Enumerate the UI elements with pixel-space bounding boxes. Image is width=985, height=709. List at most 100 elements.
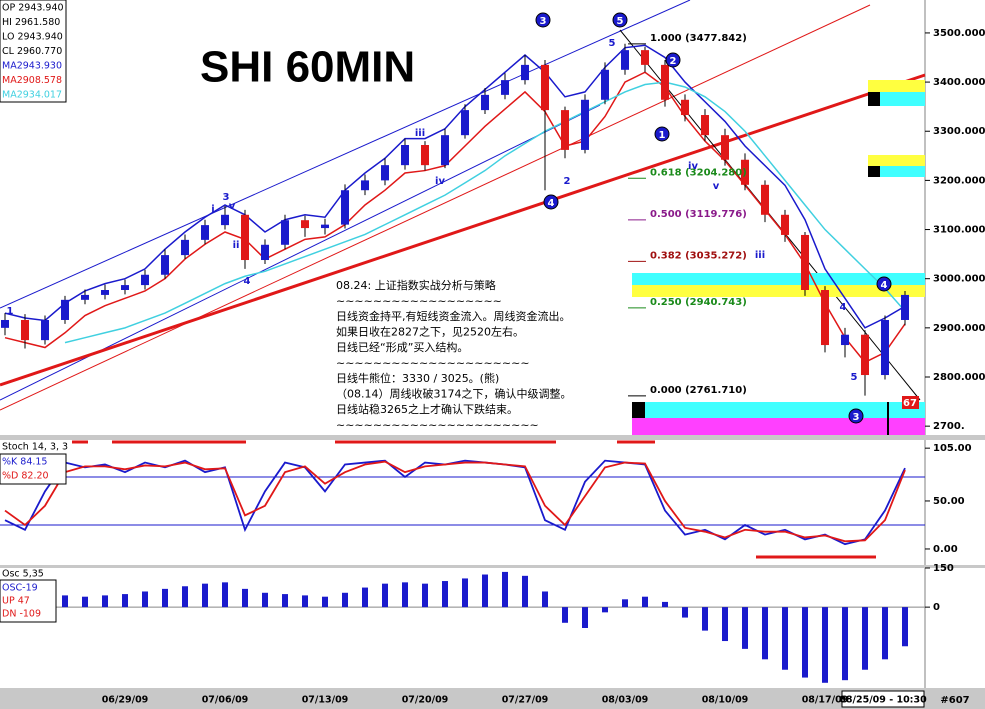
osc-bar <box>322 596 328 608</box>
osc-bar <box>142 591 148 608</box>
y-tick-label: 50.00 <box>933 496 965 507</box>
osc-bar <box>742 607 748 649</box>
zone <box>868 92 925 106</box>
cursor-box <box>841 690 925 708</box>
osc-bar <box>762 607 768 660</box>
candle-body <box>241 214 249 261</box>
y-tick-label: 105.00 <box>933 443 972 454</box>
candle-body <box>661 64 669 100</box>
candle-body <box>541 64 549 111</box>
fib-label: 0.500 (3119.776) <box>650 209 747 220</box>
candle-body <box>461 110 469 136</box>
date-axis <box>0 688 985 709</box>
zone <box>632 418 925 435</box>
osc-bar <box>442 581 448 608</box>
candle-body <box>281 220 289 245</box>
x-tick-label: 08/10/09 <box>702 695 749 706</box>
wave-label: v <box>229 201 236 212</box>
wave-label: 5 <box>851 372 858 383</box>
panel-title: Stoch 14, 3, 3 <box>2 442 68 453</box>
commentary: 日线牛熊位：3330 / 3025。(熊) <box>336 371 499 385</box>
candle-body <box>581 99 589 150</box>
candle-body <box>681 99 689 116</box>
candle-body <box>321 224 329 229</box>
wave-label: 5 <box>617 16 624 27</box>
wave-marker <box>654 126 670 142</box>
osc-bar <box>182 586 188 608</box>
legend-entry: UP 47 <box>2 596 30 607</box>
osc-bar <box>462 578 468 608</box>
candle-body <box>841 334 849 346</box>
y-tick-label: 0.00 <box>933 544 958 555</box>
osc-bar <box>582 607 588 628</box>
legend-box <box>0 453 67 485</box>
osc-bar <box>482 574 488 608</box>
candle-body <box>61 299 69 320</box>
candle-body <box>141 274 149 286</box>
y-tick-label: 2900.000 <box>933 323 985 334</box>
wave-marker <box>876 276 892 292</box>
wave-label: 4 <box>244 276 251 287</box>
wave-label: ii <box>233 240 240 251</box>
osc-bar <box>802 607 808 678</box>
candle-body <box>21 319 29 341</box>
y-tick-label: 150 <box>933 563 954 574</box>
candle-body <box>701 115 709 136</box>
osc-bar <box>842 607 848 681</box>
wave-label: 4 <box>548 198 555 209</box>
candle-body <box>101 290 109 295</box>
candle-body <box>901 294 909 320</box>
zone <box>632 285 925 297</box>
zone <box>632 402 645 418</box>
legend-box <box>0 0 67 103</box>
zone <box>632 402 925 418</box>
y-tick-label: 3100.000 <box>933 225 985 236</box>
x-tick-label: 08/17/09 <box>802 695 849 706</box>
y-tick-label: 0 <box>933 602 940 613</box>
candle-body <box>41 319 49 341</box>
candle-body <box>81 294 89 300</box>
osc-bar <box>702 607 708 631</box>
candle-body <box>881 319 889 376</box>
osc-bar <box>222 582 228 608</box>
legend-entry: %K 84.15 <box>2 457 47 468</box>
wave-label: 3 <box>540 16 547 27</box>
osc-bar <box>902 607 908 647</box>
candle-body <box>441 135 449 166</box>
candle-body <box>361 180 369 191</box>
candle-body <box>621 50 629 70</box>
wave-label: 3 <box>853 412 860 423</box>
wave-label: 2 <box>564 176 571 187</box>
candle-body <box>381 165 389 181</box>
commentary: 日线站稳3265之上才确认下跌结束。 <box>336 402 518 416</box>
candle-body <box>261 244 269 261</box>
wave-label: v <box>713 181 720 192</box>
candle-body <box>521 64 529 81</box>
zone <box>868 166 925 177</box>
legend-box <box>0 579 57 623</box>
y-tick-label: 3300.000 <box>933 126 985 137</box>
osc-bar <box>382 583 388 608</box>
osc-bar <box>682 607 688 618</box>
bar-count: #607 <box>940 695 969 706</box>
wave-label: 5 <box>609 38 616 49</box>
osc-bar <box>82 596 88 608</box>
y-tick-label: 3500.000 <box>933 28 985 39</box>
osc-bar <box>162 588 168 608</box>
osc-bar <box>542 591 548 608</box>
osc-bar <box>562 607 568 623</box>
x-tick-label: 07/20/09 <box>402 695 449 706</box>
candle-body <box>401 145 409 166</box>
wave-label: 2 <box>670 56 677 67</box>
osc-bar <box>782 607 788 670</box>
wave-marker <box>535 12 551 28</box>
legend-entry: LO 2943.940 <box>2 32 63 43</box>
zone <box>868 166 880 177</box>
candle-body <box>781 214 789 235</box>
osc-bar <box>122 594 128 608</box>
legend-entry: %D 82.20 <box>2 471 49 482</box>
wave-marker <box>665 52 681 68</box>
trendline <box>0 4 871 411</box>
candle-body <box>721 135 729 160</box>
candle-body <box>201 225 209 240</box>
